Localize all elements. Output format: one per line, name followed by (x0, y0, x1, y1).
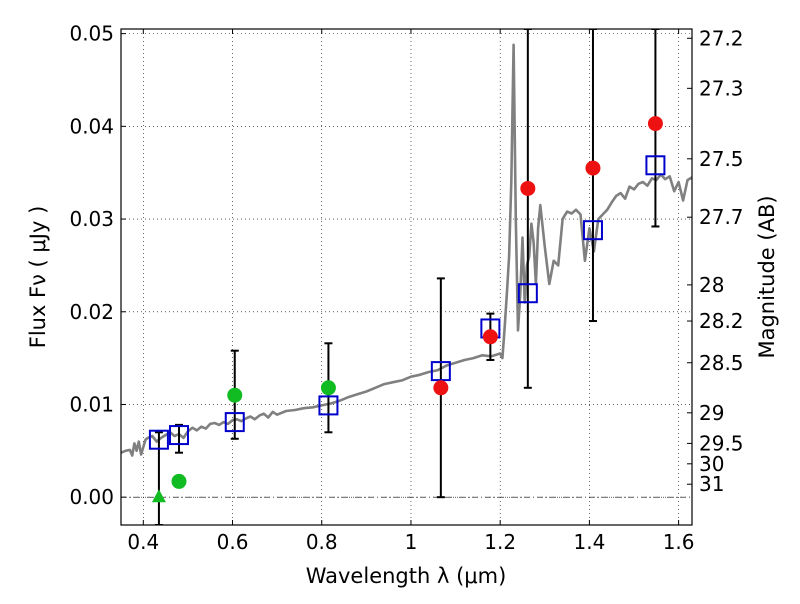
red-data-point (647, 116, 663, 132)
model-photometry-square (645, 155, 666, 176)
right-tick-label: 28.2 (699, 309, 744, 333)
right-tick-label: 27.2 (699, 26, 744, 50)
green-data-point (320, 380, 336, 396)
y-tick-label: 0.00 (69, 485, 114, 509)
model-photometry-square (148, 429, 169, 450)
model-spectrum-line (121, 43, 692, 457)
right-tick-label: 30 (699, 452, 724, 476)
model-photometry-square (582, 220, 603, 241)
model-photometry-square (430, 361, 451, 382)
right-tick-label: 29.5 (699, 431, 744, 455)
model-photometry-square (318, 395, 339, 416)
x-tick-label: 1.2 (484, 530, 516, 554)
y-tick-label: 0.02 (69, 300, 114, 324)
x-tick-label: 0.6 (217, 530, 249, 554)
green-data-point (171, 473, 187, 489)
model-photometry-square (168, 425, 189, 446)
red-data-point (585, 160, 601, 176)
red-data-point (433, 380, 449, 396)
right-tick-label: 27.5 (699, 147, 744, 171)
plot-area (121, 29, 692, 525)
red-data-point (482, 329, 498, 345)
right-axis-label: Magnitude (AB) (755, 195, 779, 358)
y-tick-label: 0.05 (69, 22, 114, 46)
right-tick-label: 27.7 (699, 205, 744, 229)
right-tick-label: 28.5 (699, 351, 744, 375)
x-tick-label: 0.4 (127, 530, 159, 554)
red-data-point (520, 180, 536, 196)
green-data-point (227, 387, 243, 403)
model-photometry-square (517, 283, 538, 304)
axes-ticks: 0.4 0.6 0.8 1 1.2 1.4 1.6 0.00 0.01 0.02 0.03 0.04 0… (69, 22, 743, 554)
y-tick-label: 0.03 (69, 207, 114, 231)
x-axis-label: Wavelength λ (μm) (306, 564, 507, 588)
model-photometry-square (224, 412, 245, 433)
right-tick-label: 31 (699, 472, 724, 496)
x-tick-label: 1.4 (573, 530, 605, 554)
x-tick-label: 1.6 (663, 530, 695, 554)
x-tick-label: 1 (405, 530, 418, 554)
right-tick-label: 29 (699, 401, 724, 425)
y-tick-label: 0.04 (69, 114, 114, 138)
right-tick-label: 27.3 (699, 76, 744, 100)
y-tick-label: 0.01 (69, 392, 114, 416)
right-tick-label: 28 (699, 273, 724, 297)
plot-frame (120, 28, 693, 526)
y-axis-label: Flux Fν ( μJy ) (26, 206, 50, 349)
grid (121, 29, 692, 525)
x-tick-label: 0.8 (306, 530, 338, 554)
green-upper-limit-triangle (151, 489, 166, 503)
